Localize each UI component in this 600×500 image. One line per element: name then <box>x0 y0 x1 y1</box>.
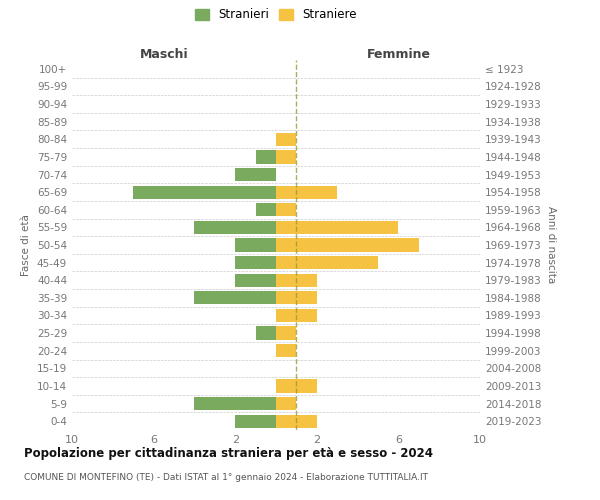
Y-axis label: Anni di nascita: Anni di nascita <box>545 206 556 284</box>
Bar <box>276 344 296 358</box>
Bar <box>235 414 276 428</box>
Bar <box>194 397 276 410</box>
Bar <box>194 221 276 234</box>
Bar <box>235 256 276 269</box>
Bar <box>235 238 276 252</box>
Bar <box>256 150 276 164</box>
Bar <box>276 238 419 252</box>
Y-axis label: Fasce di età: Fasce di età <box>22 214 31 276</box>
Bar <box>276 414 317 428</box>
Bar <box>276 291 317 304</box>
Bar <box>256 326 276 340</box>
Bar <box>276 309 317 322</box>
Text: Maschi: Maschi <box>139 48 188 61</box>
Bar <box>276 380 317 392</box>
Bar <box>276 274 317 287</box>
Bar <box>276 203 296 216</box>
Text: COMUNE DI MONTEFINO (TE) - Dati ISTAT al 1° gennaio 2024 - Elaborazione TUTTITAL: COMUNE DI MONTEFINO (TE) - Dati ISTAT al… <box>24 472 428 482</box>
Bar <box>276 397 296 410</box>
Bar <box>133 186 276 198</box>
Legend: Stranieri, Straniere: Stranieri, Straniere <box>193 6 359 24</box>
Text: Femmine: Femmine <box>367 48 430 61</box>
Bar <box>256 203 276 216</box>
Text: Popolazione per cittadinanza straniera per età e sesso - 2024: Popolazione per cittadinanza straniera p… <box>24 448 433 460</box>
Bar <box>235 168 276 181</box>
Bar <box>276 326 296 340</box>
Bar <box>194 291 276 304</box>
Bar <box>276 186 337 198</box>
Bar <box>276 132 296 146</box>
Bar <box>276 150 296 164</box>
Bar <box>235 274 276 287</box>
Bar <box>276 256 378 269</box>
Bar <box>276 221 398 234</box>
